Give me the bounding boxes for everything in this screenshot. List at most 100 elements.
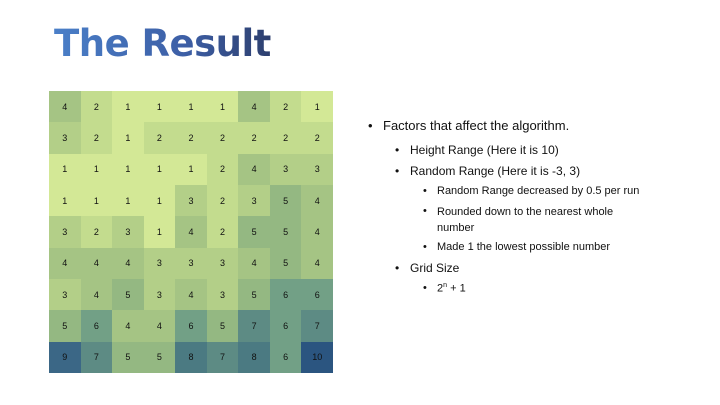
grid-cell: 2: [175, 122, 207, 154]
grid-cell: 2: [269, 91, 302, 123]
grid-cell: 3: [143, 247, 176, 279]
grid-cell: 2: [206, 153, 239, 185]
bullet-grid-size-text: Grid Size: [410, 261, 460, 275]
grid-cell: 5: [112, 341, 144, 373]
grid-cell: 3: [206, 279, 239, 311]
grid-cell: 3: [49, 279, 81, 311]
grid-cell: 7: [238, 310, 270, 342]
grid-cell: 8: [238, 341, 270, 373]
grid-cell: 6: [175, 310, 207, 342]
grid-cell: 7: [301, 310, 333, 342]
grid-cell: 1: [112, 91, 144, 123]
grid-cell: 2: [206, 185, 239, 217]
grid-cell: 4: [112, 247, 144, 279]
grid-cell: 4: [80, 247, 113, 279]
grid-cell: 3: [49, 216, 81, 248]
grid-cell: 3: [175, 247, 207, 279]
grid-cell: 1: [143, 91, 176, 123]
grid-cell: 4: [143, 310, 176, 342]
grid-cell: 2: [206, 122, 239, 154]
grid-cell: 4: [301, 185, 333, 217]
bullet-random-range-text: Random Range (Here it is -3, 3): [410, 164, 581, 178]
grid-cell: 3: [238, 185, 270, 217]
bullet-dot-icon: •: [395, 143, 400, 157]
bullet-height-range-text: Height Range (Here it is 10): [410, 143, 559, 157]
bullet-dot-icon: •: [395, 261, 400, 275]
grid-cell: 2: [80, 216, 113, 248]
grid-cell: 1: [80, 185, 113, 217]
grid-cell: 1: [112, 122, 144, 154]
grid-cell: 5: [49, 310, 81, 342]
grid-cell: 6: [301, 279, 333, 311]
bullet-dot-icon: •: [423, 241, 427, 253]
grid-cell: 4: [49, 91, 81, 123]
grid-cell: 1: [143, 185, 176, 217]
grid-cell: 2: [238, 122, 270, 154]
grid-cell: 4: [80, 279, 113, 311]
grid-cell: 3: [301, 153, 333, 185]
grid-cell: 1: [301, 91, 333, 123]
grid-cell: 1: [175, 153, 207, 185]
grid-cell: 5: [269, 247, 302, 279]
grid-cell: 5: [269, 216, 302, 248]
grid-cell: 4: [175, 279, 207, 311]
grid-cell: 1: [175, 91, 207, 123]
bullet-dot-icon: •: [423, 185, 427, 197]
grid-cell: 6: [269, 341, 302, 373]
grid-cell: 1: [49, 185, 81, 217]
grid-cell: 2: [206, 216, 239, 248]
slide-title: The Result: [54, 22, 271, 65]
grid-cell: 5: [238, 216, 270, 248]
grid-cell: 1: [80, 153, 113, 185]
grid-cell: 2: [269, 122, 302, 154]
grid-cell: 4: [112, 310, 144, 342]
grid-cell: 9: [49, 341, 81, 373]
formula-rest: + 1: [447, 282, 466, 295]
grid-cell: 4: [238, 91, 270, 123]
grid-cell: 5: [238, 279, 270, 311]
grid-cell: 10: [301, 341, 333, 373]
bullet-rounded-down-text: Rounded down to the nearest whole number: [437, 206, 614, 234]
grid-cell: 5: [269, 185, 302, 217]
grid-cell: 4: [238, 247, 270, 279]
bullet-dot-icon: •: [368, 118, 373, 133]
grid-cell: 5: [112, 279, 144, 311]
grid-cell: 4: [49, 247, 81, 279]
bullet-factors-text: Factors that affect the algorithm.: [383, 118, 570, 133]
bullet-dot-icon: •: [395, 164, 400, 178]
grid-cell: 3: [143, 279, 176, 311]
grid-cell: 6: [80, 310, 113, 342]
bullet-rr-decreased-text: Random Range decreased by 0.5 per run: [437, 185, 640, 197]
formula-exponent: n: [443, 282, 448, 289]
grid-cell: 4: [301, 247, 333, 279]
grid-cell: 3: [112, 216, 144, 248]
bullet-dot-icon: •: [423, 282, 427, 294]
grid-cell: 2: [80, 122, 113, 154]
grid-cell: 6: [269, 310, 302, 342]
grid-cell: 1: [49, 153, 81, 185]
grid-cell: 3: [269, 153, 302, 185]
grid-cell: 4: [238, 153, 270, 185]
grid-cell: 1: [143, 216, 176, 248]
grid-cell: 2: [80, 91, 113, 123]
grid-cell: 1: [206, 91, 239, 123]
grid-cell: 2: [143, 122, 176, 154]
grid-cell: 3: [206, 247, 239, 279]
grid-cell: 2: [301, 122, 333, 154]
grid-cell: 1: [112, 153, 144, 185]
grid-cell: 3: [175, 185, 207, 217]
grid-cell: 7: [206, 341, 239, 373]
grid-cell: 7: [80, 341, 113, 373]
grid-cell: 5: [143, 341, 176, 373]
grid-cell: 8: [175, 341, 207, 373]
formula-base: 2: [437, 282, 444, 295]
bullet-dot-icon: •: [423, 205, 427, 217]
grid-cell: 4: [301, 216, 333, 248]
grid-cell: 3: [49, 122, 81, 154]
grid-cell: 6: [269, 279, 302, 311]
grid-cell: 1: [112, 185, 144, 217]
grid-cell: 1: [143, 153, 176, 185]
grid-cell: 4: [175, 216, 207, 248]
formula-text: 2n + 1: [437, 282, 466, 295]
